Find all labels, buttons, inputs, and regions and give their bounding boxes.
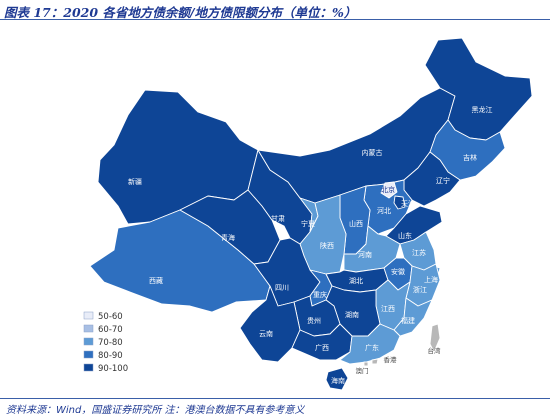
label-neimenggu: 内蒙古 xyxy=(362,148,383,157)
region-taiwan xyxy=(429,323,441,353)
label-shanghai: 上海 xyxy=(424,275,438,284)
label-hebei: 河北 xyxy=(377,207,391,215)
region-zhejiang xyxy=(405,263,441,307)
label-qinghai: 青海 xyxy=(221,233,235,242)
label-jiangxi: 江西 xyxy=(381,305,395,313)
legend-label-90-100: 90-100 xyxy=(98,364,128,374)
label-jiangsu: 江苏 xyxy=(412,248,426,257)
label-tianjin: 天津 xyxy=(401,200,415,208)
label-taiwan: 台湾 xyxy=(428,346,442,355)
label-zhejiang: 浙江 xyxy=(413,285,427,294)
legend-swatch-60-70 xyxy=(83,324,94,333)
label-hubei: 湖北 xyxy=(349,276,363,285)
label-shandong: 山东 xyxy=(398,231,412,240)
legend-label-60-70: 60-70 xyxy=(98,325,123,335)
figure-title: 图表 17：2020 各省地方债余额/地方债限额分布（单位：%） xyxy=(4,5,357,20)
legend-swatch-50-60 xyxy=(83,311,94,320)
label-yunnan: 云南 xyxy=(259,329,273,338)
legend-label-70-80: 70-80 xyxy=(98,338,123,348)
title-underline xyxy=(0,19,550,20)
region-macau xyxy=(363,361,369,367)
source-rule xyxy=(0,398,550,399)
label-sichuan: 四川 xyxy=(275,284,289,292)
label-ningxia: 宁夏 xyxy=(301,219,315,228)
label-guizhou: 贵州 xyxy=(307,316,321,325)
region-beijing xyxy=(380,181,398,199)
label-chongqing: 重庆 xyxy=(313,290,327,299)
label-anhui: 安徽 xyxy=(391,267,405,276)
region-hongkong xyxy=(371,358,379,365)
region-guangdong xyxy=(339,323,401,365)
label-henan: 河南 xyxy=(358,250,372,259)
label-hunan: 湖南 xyxy=(345,310,359,319)
label-macau: 澳门 xyxy=(356,366,369,375)
label-liaoning: 辽宁 xyxy=(436,176,450,185)
region-tianjin xyxy=(393,195,406,210)
label-guangxi: 广西 xyxy=(315,343,329,352)
label-guangdong: 广东 xyxy=(365,343,379,352)
region-hainan xyxy=(325,367,349,391)
label-xizang: 西藏 xyxy=(149,276,163,285)
label-jilin: 吉林 xyxy=(463,153,477,162)
label-shaanxi: 陕西 xyxy=(320,241,334,250)
label-gansu: 甘肃 xyxy=(271,214,285,223)
figure-source: 资料来源：Wind，国盛证券研究所 注：港澳台数据不具有参考意义 xyxy=(6,405,305,416)
map-svg: 50-60 60-70 70-80 80-90 90-100 新疆 西藏 青海 … xyxy=(83,37,533,391)
label-hainan: 海南 xyxy=(331,376,345,385)
legend-label-50-60: 50-60 xyxy=(98,312,123,322)
label-xinjiang: 新疆 xyxy=(128,177,142,186)
legend-swatch-80-90 xyxy=(83,350,94,359)
label-heilongjiang: 黑龙江 xyxy=(472,105,493,114)
legend-swatch-90-100 xyxy=(83,363,94,372)
label-fujian: 福建 xyxy=(401,316,415,325)
legend-label-80-90: 80-90 xyxy=(98,351,123,361)
china-debt-ratio-map: 50-60 60-70 70-80 80-90 90-100 新疆 西藏 青海 … xyxy=(0,22,550,397)
label-shanxi: 山西 xyxy=(349,219,363,228)
label-hongkong: 香港 xyxy=(384,355,398,364)
label-beijing: 北京 xyxy=(381,185,395,194)
region-qinghai xyxy=(179,189,281,265)
region-yunnan xyxy=(239,285,301,363)
legend-swatch-70-80 xyxy=(83,337,94,346)
